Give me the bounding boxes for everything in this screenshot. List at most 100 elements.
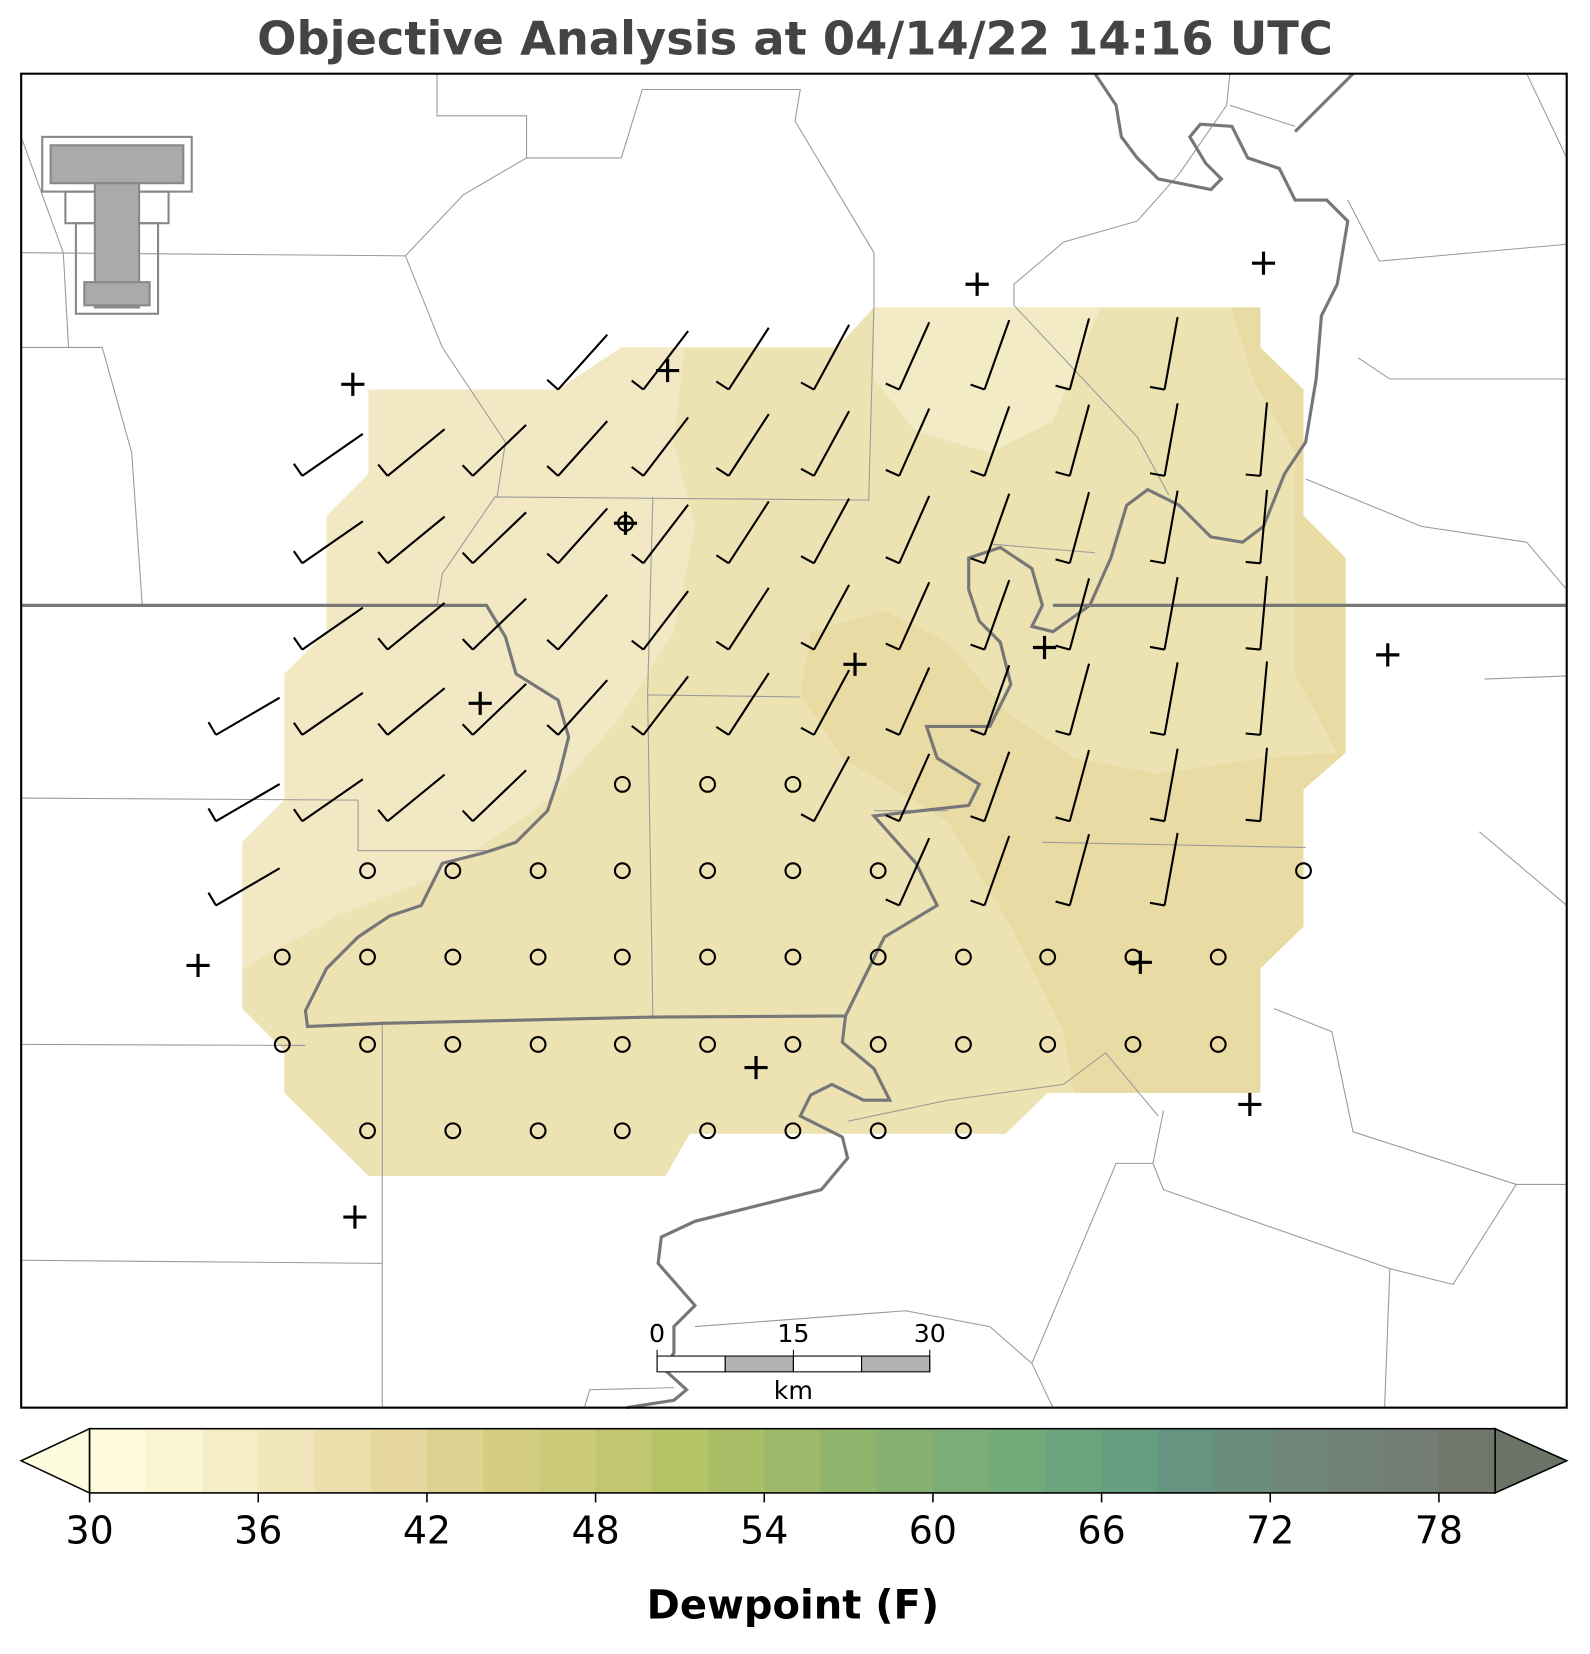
calm-wind xyxy=(699,775,717,793)
colorbar-tick-label: 42 xyxy=(403,1508,451,1552)
scale-bar: 0 15 30 km xyxy=(649,1319,946,1405)
calm-wind xyxy=(1039,948,1057,966)
wind-barb xyxy=(715,327,770,391)
wind-barb xyxy=(292,520,364,565)
calm-wind xyxy=(1209,1035,1227,1053)
wind-barb xyxy=(1245,576,1269,651)
wind-barb xyxy=(885,837,931,907)
wind-barb xyxy=(970,319,1011,391)
calm-wind xyxy=(784,862,802,880)
colorbar-tick-label: 48 xyxy=(571,1508,619,1552)
scale-tick-label: 15 xyxy=(777,1319,809,1348)
wind-barb xyxy=(546,679,609,736)
calm-wind xyxy=(955,948,972,966)
calm-wind xyxy=(273,948,291,966)
station-marker xyxy=(1238,1092,1262,1117)
wind-barb xyxy=(1245,661,1269,736)
wind-barb xyxy=(970,493,1011,565)
scale-tick-label: 0 xyxy=(649,1319,665,1348)
colorbar-tick-label: 36 xyxy=(234,1508,282,1552)
colorbar-segment xyxy=(989,1428,1046,1493)
wind-barb xyxy=(1245,402,1269,477)
colorbar-tick-label: 30 xyxy=(65,1508,113,1552)
border xyxy=(21,252,507,498)
stations xyxy=(186,251,1400,1229)
shaded-area-dark xyxy=(800,307,1346,1093)
colorbar-segment xyxy=(1101,1428,1159,1493)
calm-wind xyxy=(869,1035,887,1053)
wind-barb xyxy=(1245,747,1269,823)
wind-barb xyxy=(377,515,446,565)
calm-wind xyxy=(955,1122,972,1140)
calm-wind xyxy=(529,948,547,966)
wind-barb xyxy=(1055,663,1091,736)
border xyxy=(405,157,527,257)
wind-barb xyxy=(546,420,609,477)
wind-barb xyxy=(292,433,364,477)
station-marker xyxy=(343,1205,367,1229)
colorbar-segment xyxy=(708,1428,765,1493)
calm-wind xyxy=(1039,1035,1057,1053)
wind-barb xyxy=(885,753,931,823)
wind-barb xyxy=(631,416,689,477)
wind-barb xyxy=(800,669,851,736)
colorbar-segment xyxy=(89,1428,147,1493)
colorbar-segment xyxy=(651,1428,709,1493)
calm-wind xyxy=(613,948,631,966)
wind-barb xyxy=(631,504,689,565)
colorbar-segment xyxy=(1157,1428,1215,1493)
calm-wind xyxy=(613,862,631,880)
station-marker xyxy=(656,359,680,383)
station-marker xyxy=(965,272,989,296)
calm-wind xyxy=(359,1122,376,1140)
colorbar-segment xyxy=(1382,1428,1440,1493)
calm-wind xyxy=(359,1035,376,1053)
calm-wind xyxy=(699,1035,717,1053)
calm-wind xyxy=(1295,862,1312,880)
wind-barb xyxy=(1149,748,1179,823)
border xyxy=(21,346,143,606)
wind-barb xyxy=(715,413,770,477)
colorbar-extend-low xyxy=(19,1427,91,1495)
station-marker xyxy=(843,652,867,676)
wind-barb xyxy=(631,675,689,736)
colorbar-segment xyxy=(876,1428,934,1493)
shaded-area-light xyxy=(242,347,695,969)
colorbar-segment xyxy=(483,1428,540,1493)
calm-wind xyxy=(273,1035,291,1053)
calm-wind xyxy=(869,1122,887,1140)
colorbar-segment xyxy=(370,1428,428,1493)
calm-wind xyxy=(699,862,717,880)
wind-barb xyxy=(1055,749,1091,823)
wind-barb xyxy=(800,584,851,651)
colorbar-tick-label: 66 xyxy=(1077,1508,1125,1552)
calm-wind xyxy=(784,948,802,966)
colorbar-segment xyxy=(258,1428,316,1493)
wind-barb xyxy=(715,587,770,651)
calm-wind xyxy=(529,1122,547,1140)
colorbar-frame xyxy=(88,1427,1496,1494)
wind-barb xyxy=(377,773,446,823)
wind-barb xyxy=(292,692,364,736)
wind-barb xyxy=(631,330,689,391)
wind-barb xyxy=(1149,832,1179,907)
border xyxy=(21,1021,383,1408)
wind-barb xyxy=(1055,578,1091,651)
wind-barb xyxy=(885,321,931,391)
wind-barb xyxy=(292,778,364,823)
wind-barb xyxy=(800,755,851,823)
colorbar: 30 36 42 48 54 60 66 72 78 xyxy=(19,1427,1569,1552)
wind-barb xyxy=(715,500,770,565)
colorbar-segment xyxy=(426,1428,484,1493)
wind-barb xyxy=(1149,403,1179,477)
colorbar-segment xyxy=(539,1428,597,1493)
calm-wind xyxy=(1209,948,1227,966)
calm-wind xyxy=(955,1035,972,1053)
wind-barb xyxy=(377,602,446,651)
wind-barb xyxy=(292,606,364,651)
calm-wind xyxy=(444,1035,462,1053)
wind-barb xyxy=(800,498,851,565)
colorbar-tick-label: 54 xyxy=(740,1508,788,1552)
calm-wind xyxy=(529,862,547,880)
